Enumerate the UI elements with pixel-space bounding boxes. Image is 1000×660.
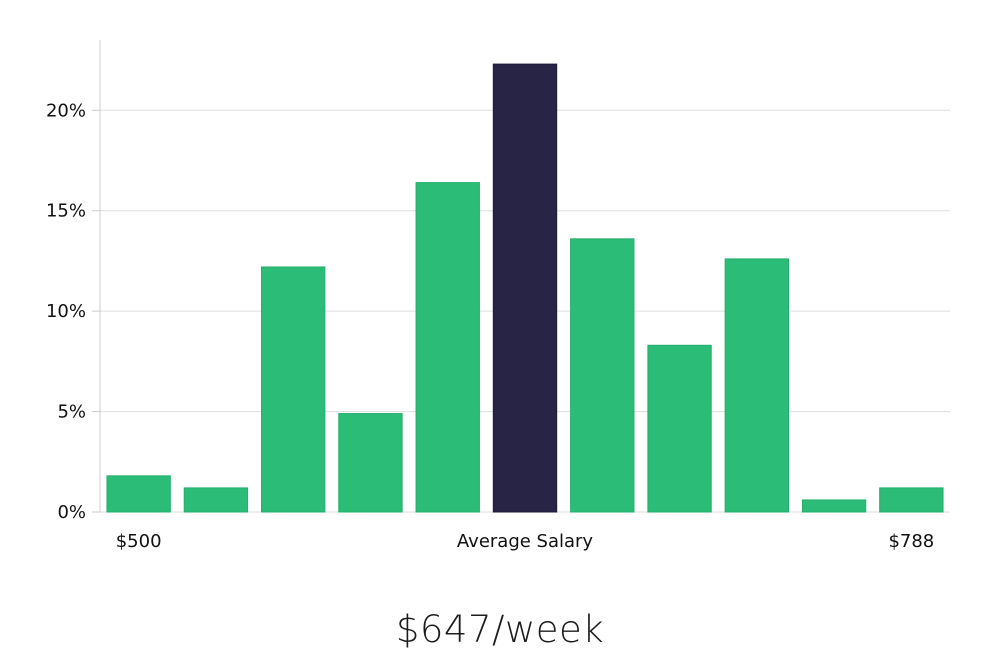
histogram-bar xyxy=(647,344,712,513)
histogram-bar xyxy=(106,475,171,513)
histogram-bar xyxy=(724,258,789,513)
y-tick-label: 20% xyxy=(46,100,86,121)
y-tick-label: 10% xyxy=(46,301,86,322)
y-tick-label: 5% xyxy=(57,402,86,423)
x-label-max: $788 xyxy=(888,531,934,552)
x-labels: $500 Average Salary $788 xyxy=(116,531,935,552)
histogram-bar xyxy=(183,487,249,513)
histogram-bar xyxy=(570,238,635,513)
histogram-bar xyxy=(415,182,480,513)
bars xyxy=(106,63,944,513)
x-label-min: $500 xyxy=(116,531,162,552)
x-label-average: Average Salary xyxy=(457,531,594,552)
histogram-bar xyxy=(338,413,403,513)
salary-histogram: 0% 5% 10% 15% 20% $500 Average Salary $788 xyxy=(46,40,950,552)
histogram-bar xyxy=(261,266,326,513)
y-tick-label: 15% xyxy=(46,201,86,222)
y-tick-label: 0% xyxy=(57,502,86,523)
average-salary-bar xyxy=(492,63,558,513)
y-tick-labels: 0% 5% 10% 15% 20% xyxy=(46,100,86,523)
histogram-bar xyxy=(801,499,867,513)
histogram-bar xyxy=(879,487,944,513)
average-salary-headline: $647/week xyxy=(395,608,605,651)
